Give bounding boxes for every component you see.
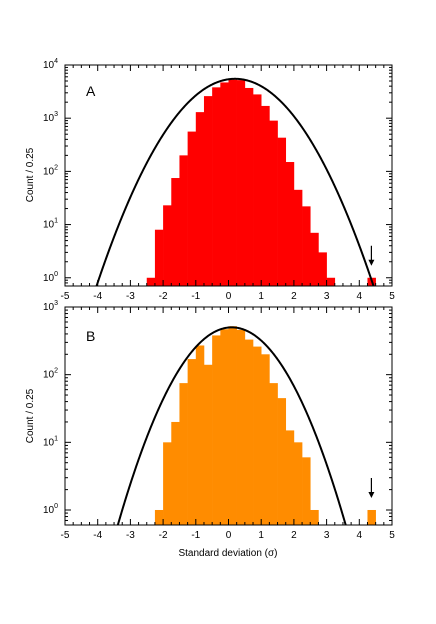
histogram-bar	[244, 87, 254, 286]
panel-b-x-ticks: -5 -4 -3 -2 -1 0 1 2 3 4 5	[61, 307, 395, 541]
x-tick-label: 0	[226, 530, 232, 541]
histogram-bar	[163, 205, 172, 286]
x-tick-label: 2	[291, 291, 297, 302]
panel-a-arrow	[368, 245, 375, 266]
histogram-bar	[269, 383, 278, 525]
histogram-bar	[285, 162, 295, 286]
histogram-bar	[293, 442, 303, 525]
histogram-bar	[203, 364, 213, 525]
panel-a-y-ticks: 100 101 102 103 104	[43, 58, 392, 287]
histogram-bar	[163, 442, 172, 525]
y-tick-label: 101	[43, 435, 58, 448]
panel-b-y-axis-label: Count / 0.25	[25, 388, 36, 443]
histogram-bar	[179, 383, 188, 525]
histogram-bar	[261, 105, 270, 287]
histogram-bar	[236, 80, 246, 286]
x-tick-label: -1	[191, 530, 200, 541]
panel-a-fit-curve	[95, 77, 375, 287]
x-tick-label: 3	[324, 291, 330, 302]
histogram-bar	[171, 421, 180, 525]
y-tick-label: 103	[43, 300, 58, 313]
histogram-bar	[310, 509, 319, 525]
x-tick-label: -3	[126, 530, 135, 541]
histogram-bar	[228, 79, 237, 286]
x-tick-label: 1	[258, 530, 264, 541]
histogram-bar	[277, 398, 287, 525]
panel-a-bars	[146, 79, 376, 287]
x-tick-label: -3	[126, 291, 135, 302]
histogram-bar	[212, 87, 221, 287]
histogram-bar	[187, 131, 197, 286]
panel-b-y-ticks: 100 101 102 103	[43, 300, 392, 526]
x-tick-label: 2	[291, 530, 297, 541]
y-tick-label: 104	[43, 58, 58, 71]
x-tick-label: 1	[258, 291, 264, 302]
x-tick-label: -4	[93, 530, 102, 541]
histogram-bar	[277, 137, 287, 286]
panel-a-label: A	[86, 83, 96, 99]
panel-b-x-axis-label: Standard deviation (σ)	[178, 548, 277, 559]
y-tick-label: 101	[43, 218, 58, 231]
histogram-bar	[195, 345, 205, 525]
panel-b-label: B	[86, 328, 95, 344]
x-tick-label: -4	[93, 291, 102, 302]
y-tick-label: 103	[43, 111, 58, 124]
x-tick-label: 4	[357, 291, 363, 302]
histogram-bar	[154, 229, 164, 286]
histogram-bar	[212, 335, 221, 525]
histogram-bar	[228, 326, 237, 525]
y-tick-label: 102	[43, 164, 58, 177]
histogram-bar	[220, 82, 229, 286]
histogram-bar	[203, 96, 213, 286]
histogram-bar	[326, 277, 336, 286]
x-tick-label: -2	[159, 291, 168, 302]
x-tick-label: 3	[324, 530, 330, 541]
y-tick-label: 102	[43, 368, 58, 381]
histogram-bar	[171, 178, 180, 286]
histogram-bar	[236, 329, 246, 525]
histogram-bar	[187, 359, 197, 525]
histogram-bar	[253, 346, 262, 525]
histogram-bar	[310, 232, 319, 286]
x-tick-label: -2	[159, 530, 168, 541]
x-tick-label: -5	[61, 530, 70, 541]
y-tick-label: 100	[43, 503, 58, 516]
histogram-bar	[253, 94, 262, 287]
histogram-bar	[146, 277, 156, 286]
histogram-bar	[244, 339, 254, 525]
histogram-bar	[318, 252, 327, 286]
outlier-arrow-head	[368, 491, 375, 498]
histogram-bar	[195, 112, 205, 286]
panel-b-fit-curve	[116, 326, 347, 526]
histogram-bar	[261, 354, 270, 525]
panel-a: -5 -4 -3 -2 -1 0 1 2 3 4 5 100 101 102 103 104 A Count…	[25, 58, 395, 302]
histogram-bar	[220, 329, 229, 525]
panel-b-arrow	[368, 477, 375, 498]
x-tick-label: 5	[389, 291, 395, 302]
x-tick-label: -5	[61, 291, 70, 302]
x-tick-label: 5	[389, 530, 395, 541]
y-tick-label: 100	[43, 271, 58, 284]
x-tick-label: 4	[357, 530, 363, 541]
panel-b: -5 -4 -3 -2 -1 0 1 2 3 4 5 100 101 102 103 B Count / …	[25, 300, 395, 559]
x-tick-label: 0	[226, 291, 232, 302]
panel-b-bars	[154, 326, 376, 525]
histogram-bar	[302, 206, 311, 286]
panel-a-x-ticks: -5 -4 -3 -2 -1 0 1 2 3 4 5	[61, 65, 395, 302]
x-tick-label: -1	[191, 291, 200, 302]
histogram-bar	[285, 430, 295, 525]
histogram-bar	[302, 457, 311, 525]
histogram-bar	[154, 509, 164, 525]
histogram-bar	[179, 155, 188, 286]
histogram-bar	[269, 120, 278, 287]
panel-a-y-axis-label: Count / 0.25	[25, 147, 36, 202]
histogram-bar	[367, 509, 376, 525]
histogram-bar	[293, 189, 303, 286]
outlier-arrow-head	[368, 259, 375, 266]
